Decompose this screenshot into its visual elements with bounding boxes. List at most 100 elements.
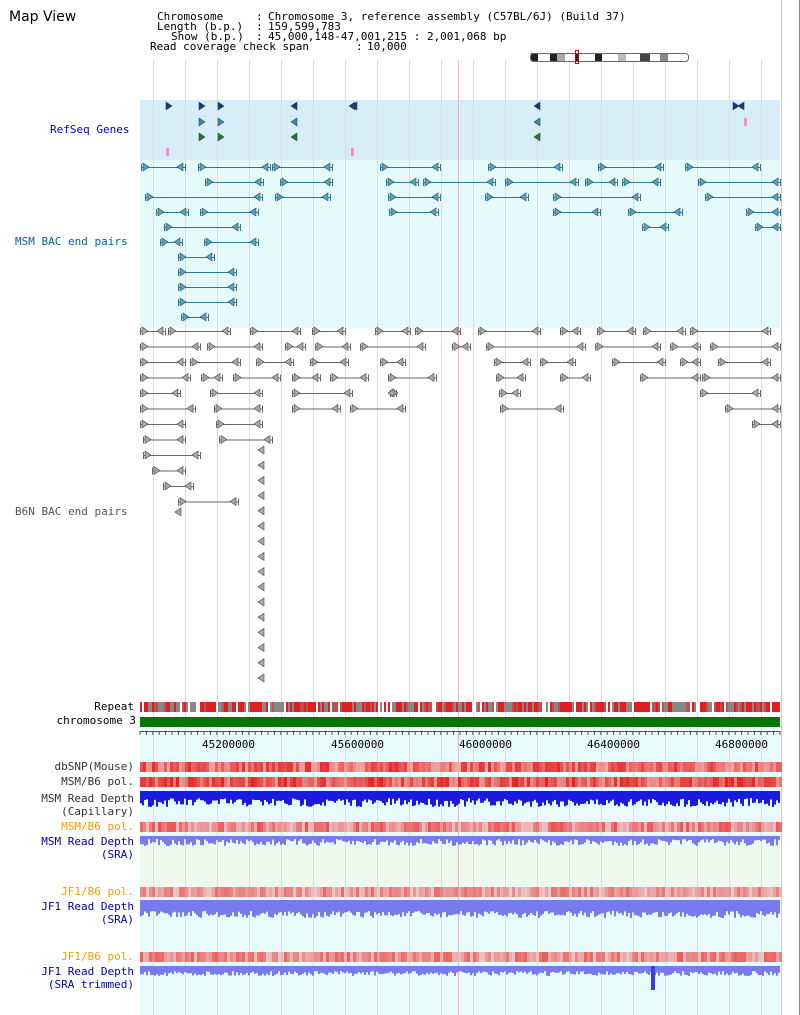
msm-sra-depth-bar (484, 836, 486, 841)
jf1-trimmed-depth-bar (154, 966, 156, 976)
msm-sra-depth-bar (344, 836, 346, 842)
dbsnp-heat-cell (245, 762, 248, 772)
dbsnp-heat-cell (257, 762, 260, 772)
msm-sra-depth-bar (706, 836, 708, 840)
msm-capillary-depth-bar (746, 791, 748, 799)
msm-b6-pol-sra-heat-cell (605, 822, 608, 832)
jf1-trimmed-depth-bar (736, 966, 738, 973)
repeat-segment (550, 702, 552, 712)
jf1-b6-pol-trimmed-heat-cell (200, 952, 203, 962)
jf1-sra-depth-bar (366, 900, 368, 913)
jf1-b6-pol-trimmed-heat-cell (674, 952, 677, 962)
b6n-bac-end (691, 341, 699, 352)
msm-b6-pol-heat-cell (560, 777, 563, 787)
msm-sra-depth-bar (564, 836, 566, 842)
msm-sra-depth-bar (520, 836, 522, 846)
msm-bac-end (686, 162, 694, 172)
b6n-bac-end (761, 326, 769, 336)
jf1-trimmed-depth-bar (618, 966, 620, 974)
msm-bac-end (486, 177, 494, 187)
jf1-b6-pol-heat-cell (476, 887, 479, 897)
jf1-trimmed-depth-bar (730, 966, 732, 975)
jf1-trimmed-depth-bar (572, 966, 574, 975)
jf1-b6-pol-trimmed-heat-cell (206, 952, 209, 962)
repeat-segment (158, 702, 160, 712)
msm-capillary-depth-bar (354, 791, 356, 800)
msm-bac-end (591, 207, 599, 217)
jf1-sra-depth-bar (636, 900, 638, 916)
jf1-sra-depth-bar (612, 900, 614, 911)
repeat-segment (144, 702, 146, 712)
dbsnp-heat-cell (317, 762, 320, 772)
msm-sra-depth-bar (366, 836, 368, 845)
jf1-b6-pol-heat-cell (458, 887, 461, 897)
msm-capillary-depth-bar (770, 791, 772, 800)
jf1-sra-depth-bar (632, 900, 634, 913)
jf1-sra-depth-bar (220, 900, 222, 916)
msm-sra-depth-bar (384, 836, 386, 843)
repeat-segment (404, 702, 406, 712)
jf1-trimmed-depth-bar (560, 966, 562, 972)
msm-capillary-depth-bar (160, 791, 162, 803)
refseq-gene-feature (533, 117, 541, 127)
msm-capillary-depth-bar (370, 791, 372, 801)
msm-capillary-depth-bar (524, 791, 526, 804)
jf1-sra-depth-bar (670, 900, 672, 913)
jf1-trimmed-depth-bar (380, 966, 382, 975)
jf1-sra-depth-bar (274, 900, 276, 914)
dbsnp-heat-cell (497, 762, 500, 772)
dbsnp-heat-cell (620, 762, 623, 772)
b6n-bac-end (771, 419, 779, 429)
repeat-segment (672, 702, 674, 712)
span-value: 10,000 (367, 40, 407, 53)
dbsnp-heat-cell (377, 762, 380, 772)
jf1-b6-pol-trimmed-heat-cell (182, 952, 185, 962)
jf1-trimmed-depth-bar (358, 966, 360, 972)
msm-b6-pol-sra-heat-cell (341, 822, 344, 832)
jf1-trimmed-depth-bar (620, 966, 622, 975)
b6n-bac-end (541, 357, 549, 367)
msm-b6-pol-heat-cell (752, 777, 755, 787)
jf1-trimmed-depth-bar (498, 966, 500, 976)
msm-capillary-depth-bar (440, 791, 442, 805)
msm-b6-pol-sra-heat-cell (164, 822, 167, 832)
b6n-bac-end (169, 326, 177, 336)
b6n-bac-end (671, 341, 679, 352)
repeat-segment (776, 702, 778, 712)
jf1-b6-pol-heat-cell (617, 887, 620, 897)
repeat-segment (428, 702, 430, 712)
jf1-b6-pol-heat-cell (770, 887, 773, 897)
jf1-trimmed-depth-bar (156, 966, 158, 975)
msm-b6-pol-sra-heat-cell (698, 822, 701, 832)
b6n-bac-end (176, 434, 184, 445)
jf1-sra-depth-bar (408, 900, 410, 912)
msm-b6-pol-heat-cell (146, 777, 149, 787)
msm-bac-end (205, 237, 213, 247)
msm-sra-depth-bar (340, 836, 342, 840)
msm-sra-depth-bar (320, 836, 322, 843)
jf1-sra-depth-bar (720, 900, 722, 918)
msm-sra-depth-bar (312, 836, 314, 841)
dbsnp-heat-cell (371, 762, 374, 772)
repeat-segment (174, 702, 176, 712)
jf1-trimmed-depth-bar (144, 966, 146, 972)
jf1-b6-pol-trimmed-heat-cell (605, 952, 608, 962)
jf1-sra-depth-bar (166, 900, 168, 913)
b6n-bac-end (251, 326, 259, 336)
msm-b6-pol-sra-heat-cell (224, 822, 227, 832)
msm-capillary-depth-bar (626, 791, 628, 807)
dbsnp-heat-cell (389, 762, 392, 772)
msm-sra-depth-bar (192, 836, 194, 846)
msm-b6-pol-sra-heat-cell (779, 822, 782, 832)
jf1-b6-pol-heat-cell (575, 887, 578, 897)
b6n-bac-end (516, 372, 524, 383)
dbsnp-heat-cell (473, 762, 476, 772)
refseq-gene-feature (217, 132, 225, 142)
msm-b6-pol-sra-heat-cell (152, 822, 155, 832)
msm-sra-depth-bar (636, 836, 638, 846)
msm-sra-depth-bar (204, 836, 206, 840)
msm-b6-pol-sra-heat-cell (359, 822, 362, 832)
jf1-trimmed-depth-bar (488, 966, 490, 975)
jf1-trimmed-depth-bar (254, 966, 256, 974)
